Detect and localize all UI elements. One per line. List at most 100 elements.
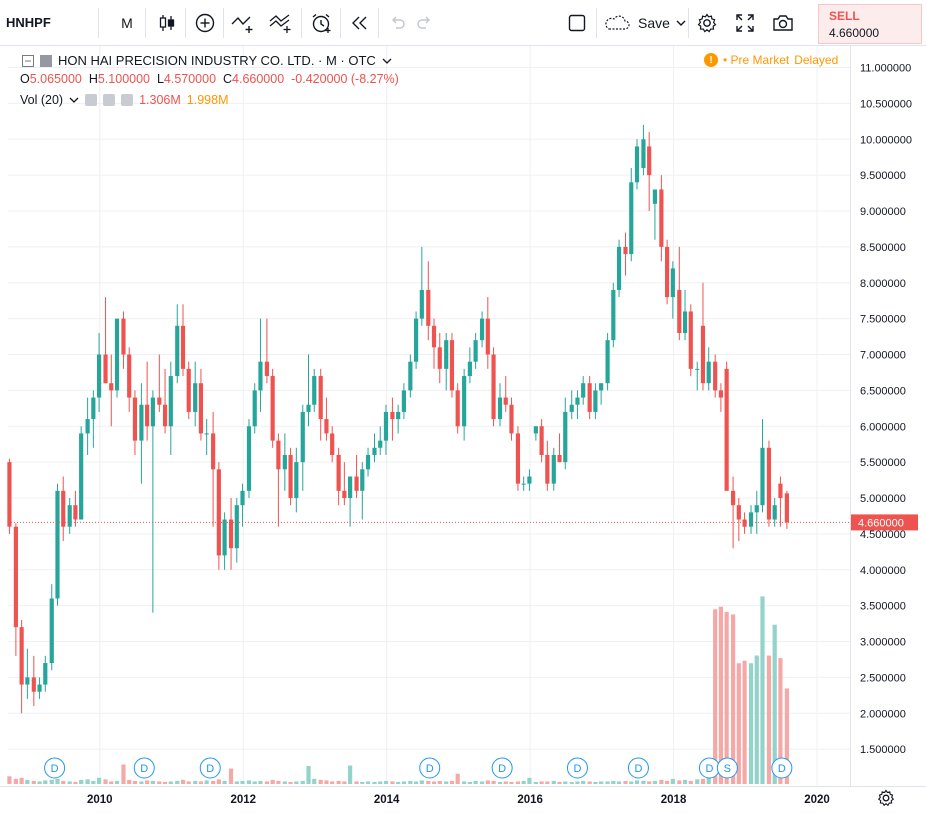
format-gear-icon[interactable] <box>103 94 116 106</box>
dividend-marker[interactable]: D <box>133 757 155 779</box>
volume-bar <box>629 781 634 784</box>
indicators-button[interactable] <box>226 0 260 45</box>
symbol-search-button[interactable]: HNHPF <box>6 15 51 30</box>
volume-bar <box>19 777 24 784</box>
change-value: -0.420000 (-8.27%) <box>291 72 399 86</box>
candle-body <box>246 426 252 491</box>
marker-circle <box>419 757 441 779</box>
templates-button[interactable] <box>264 0 298 45</box>
split-marker[interactable]: S <box>716 757 738 779</box>
marker-circle <box>771 757 793 779</box>
dividend-marker[interactable]: D <box>771 757 793 779</box>
volume-bar <box>557 781 562 784</box>
volume-bar <box>497 781 503 784</box>
settings-button[interactable] <box>690 0 724 45</box>
dividend-marker[interactable]: D <box>44 757 66 779</box>
candle-body <box>67 505 72 527</box>
candle-body <box>467 361 472 377</box>
candle-body <box>724 368 729 491</box>
market-status[interactable]: ! • Pre Market Delayed <box>704 53 838 67</box>
volume-bar <box>162 781 168 784</box>
price-axis[interactable] <box>850 45 926 786</box>
volume-bar <box>186 781 191 784</box>
compare-button[interactable] <box>188 0 222 45</box>
volume-bar <box>127 779 132 784</box>
redo-button[interactable] <box>410 0 440 45</box>
volume-bar <box>754 655 759 784</box>
candle-body <box>49 598 54 664</box>
volume-bar <box>784 688 789 784</box>
undo-button[interactable] <box>382 0 412 45</box>
candle-body <box>318 376 323 420</box>
interval-button[interactable]: M <box>121 14 133 31</box>
visibility-eye-icon[interactable] <box>85 94 98 106</box>
toolbar-divider <box>98 8 99 38</box>
candle-body <box>497 397 503 420</box>
volume-bar <box>85 779 90 784</box>
candle-body <box>258 361 263 391</box>
volume-bar <box>49 779 54 784</box>
candle-body <box>419 289 424 319</box>
candle-body <box>670 268 675 298</box>
volume-bar <box>109 781 114 784</box>
collapse-icon[interactable] <box>22 54 34 67</box>
volume-bar <box>444 781 449 784</box>
volume-bar <box>587 781 592 784</box>
cloud-icon <box>605 15 630 30</box>
volume-bar <box>43 780 48 784</box>
volume-bar <box>778 658 783 784</box>
volume-bar <box>426 780 431 784</box>
candle-body <box>545 454 550 484</box>
ohlc-legend: O5.065000 H5.100000 L4.570000 C4.660000 … <box>20 72 399 86</box>
high-value: 5.100000 <box>97 72 150 86</box>
chevron-down-icon[interactable] <box>382 56 392 66</box>
candle-body <box>162 404 168 427</box>
volume-bar <box>157 781 162 784</box>
replay-button[interactable] <box>343 0 377 45</box>
dividend-marker[interactable]: D <box>199 757 221 779</box>
volume-bar <box>431 781 437 784</box>
volume-bar <box>139 781 144 784</box>
dividend-marker[interactable]: D <box>627 757 649 779</box>
candle-body <box>330 433 335 455</box>
save-button[interactable]: Save <box>600 0 688 45</box>
volume-bar <box>132 780 138 784</box>
candle-body <box>587 383 592 412</box>
candle-body <box>431 325 437 348</box>
layout-button[interactable] <box>560 0 594 45</box>
candle-body <box>180 325 186 369</box>
fullscreen-icon <box>736 13 754 32</box>
chevron-down-icon[interactable] <box>69 95 79 105</box>
volume-bar <box>652 780 658 784</box>
candle-body <box>509 404 514 434</box>
dividend-marker[interactable]: D <box>491 757 513 779</box>
volume-bar <box>175 780 180 784</box>
screenshot-button[interactable] <box>766 0 800 45</box>
volume-bar <box>485 780 490 784</box>
candle-body <box>354 476 359 491</box>
candle-body <box>706 361 711 384</box>
time-axis[interactable] <box>0 786 926 815</box>
volume-bars <box>7 596 789 784</box>
volume-bar <box>473 780 478 784</box>
candle-body <box>700 325 706 384</box>
volume-bar <box>647 781 652 784</box>
marker-circle <box>133 757 155 779</box>
candles-style-button[interactable] <box>150 0 184 45</box>
chart-legend-title[interactable]: HON HAI PRECISION INDUSTRY CO. LTD. · M … <box>22 53 392 68</box>
candle-body <box>79 433 84 520</box>
dividend-marker[interactable]: D <box>566 757 588 779</box>
volume-legend[interactable]: Vol (20) 1.306M 1.998M <box>20 93 229 107</box>
remove-close-icon[interactable] <box>121 94 134 106</box>
toolbar-divider <box>688 8 689 38</box>
dividend-marker[interactable]: D <box>698 757 720 779</box>
candle-body <box>139 404 144 441</box>
candle-body <box>599 383 604 391</box>
alert-button[interactable] <box>304 0 338 45</box>
fullscreen-button[interactable] <box>728 0 762 45</box>
sell-button[interactable]: SELL 4.660000 <box>818 4 922 44</box>
dividend-marker[interactable]: D <box>419 757 441 779</box>
volume-bar <box>37 781 42 784</box>
candle-body <box>348 476 353 499</box>
